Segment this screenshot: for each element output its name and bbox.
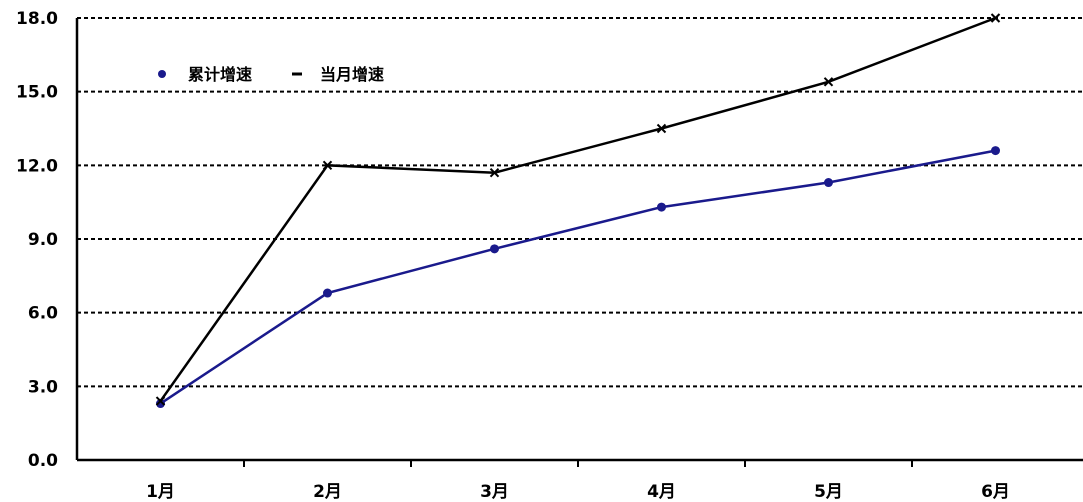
x-tick-label: 2月 (313, 482, 342, 502)
series-line (159, 16, 996, 402)
series-line (159, 149, 996, 405)
data-point (155, 396, 166, 406)
y-tick-label: 3.0 (28, 377, 58, 397)
data-point (824, 178, 833, 188)
axes (75, 18, 1083, 467)
x-tick-label: 4月 (647, 482, 676, 502)
legend: 累计增速 当月增速 (158, 65, 384, 84)
data-point (322, 160, 333, 171)
legend-marker-cumulative (158, 70, 166, 78)
x-tick-label: 6月 (981, 482, 1010, 502)
data-point (489, 167, 500, 178)
data-point (990, 13, 1001, 23)
y-tick-label: 18.0 (16, 9, 58, 29)
x-tick-label: 3月 (480, 482, 509, 502)
y-tick-label: 9.0 (28, 230, 58, 250)
series-group (155, 13, 1001, 409)
data-point (656, 123, 667, 134)
x-tick-label: 1月 (146, 482, 175, 502)
legend-label-monthly: 当月增速 (320, 65, 384, 84)
data-point (657, 202, 666, 212)
data-point (156, 399, 165, 409)
data-point (490, 244, 499, 254)
data-point (991, 146, 1000, 156)
y-tick-label: 15.0 (16, 83, 58, 103)
data-point (823, 77, 834, 87)
x-tick-label: 5月 (814, 482, 843, 502)
y-tick-label: 6.0 (28, 304, 58, 324)
y-tick-labels: 0.0 3.0 6.0 9.0 12.0 15.0 18.0 (16, 9, 58, 471)
legend-label-cumulative: 累计增速 (188, 65, 252, 84)
data-point (323, 288, 332, 298)
y-tick-label: 0.0 (28, 451, 58, 471)
y-tick-label: 12.0 (16, 156, 58, 176)
x-tick-labels: 1月 2月 3月 4月 5月 6月 (146, 482, 1010, 502)
